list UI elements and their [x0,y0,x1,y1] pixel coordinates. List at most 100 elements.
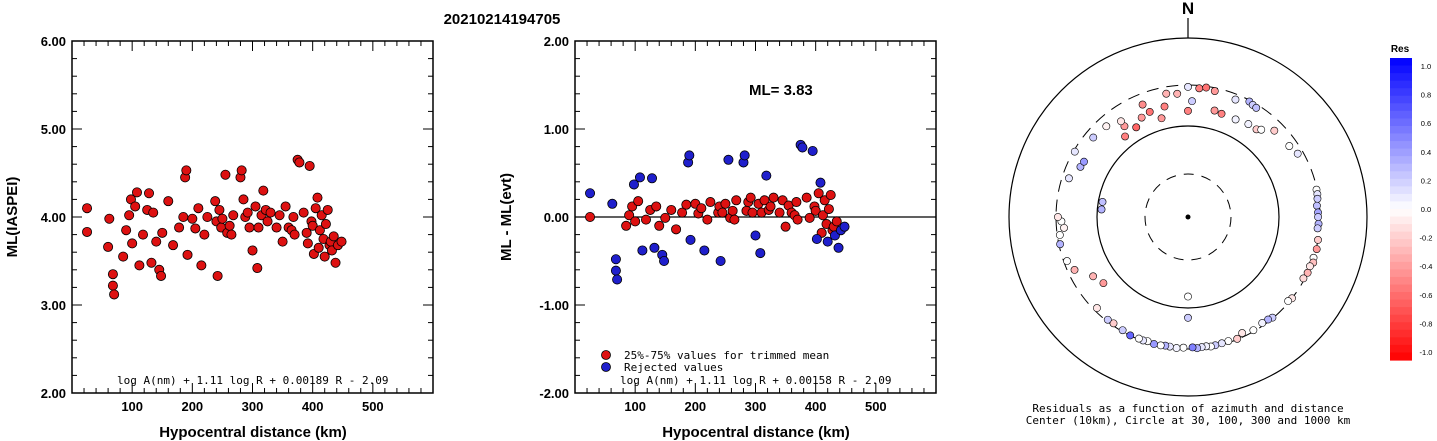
y-tick-label: -2.00 [539,386,569,401]
x-tick-label: 100 [121,399,143,414]
blue-data-point [634,172,645,183]
red-data-point [82,226,93,237]
red-data-point [813,188,824,199]
x-tick-label: 300 [242,399,264,414]
red-data-point [320,219,331,230]
plot1-ylabel: ML(IASPEI) [4,177,21,258]
station-marker [1293,149,1302,158]
red-data-point [702,214,713,225]
red-data-point [187,213,198,224]
red-data-point [262,216,273,227]
red-data-point [677,207,688,218]
colorbar-swatch [1390,73,1412,82]
red-data-point [217,213,228,224]
station-marker [1184,83,1192,91]
red-data-point [280,201,291,212]
station-marker [1270,126,1279,135]
colorbar-swatch [1390,193,1412,203]
red-data-point [199,229,210,240]
station-marker [1060,223,1068,232]
station-marker [1173,89,1182,98]
red-data-point [244,222,255,233]
station-marker [1252,103,1261,112]
colorbar-swatch [1390,261,1412,270]
red-data-point [130,201,141,212]
station-marker [1184,313,1192,322]
red-data-point [242,207,253,218]
station-marker [1097,205,1106,214]
station-marker [1126,331,1135,340]
y-tick-label: 6.00 [41,34,66,49]
red-data-point [104,213,115,224]
blue-data-point [811,233,822,244]
station-marker [1238,329,1247,337]
y-tick-label: -1.00 [539,298,569,313]
red-data-point [118,251,129,262]
colorbar-swatch [1390,284,1412,293]
station-marker [1217,109,1226,118]
y-tick-label: 5.00 [41,122,66,137]
colorbar-swatch [1390,329,1412,338]
blue-data-point [797,142,808,153]
red-data-point [274,210,285,221]
red-data-point [151,236,162,247]
red-data-point [265,207,276,218]
station-marker [1065,174,1073,183]
legend-red-label: 25%-75% values for trimmed mean [624,349,829,362]
red-data-point [640,214,651,225]
red-data-point [289,229,300,240]
red-data-point [336,236,347,247]
red-data-point [817,210,828,221]
red-data-point [319,251,330,262]
station-marker [1224,337,1233,345]
red-data-point [236,165,247,176]
colorbar-swatch [1390,148,1412,157]
station-marker [1284,297,1293,305]
colorbar-swatch [1390,141,1412,150]
red-data-point [313,242,324,253]
red-data-point [624,210,635,221]
red-data-point [82,203,93,214]
station-marker [1195,84,1204,93]
blue-data-point [647,173,658,184]
colorbar-swatch [1390,299,1412,308]
red-data-point [727,205,738,216]
station-marker [1109,319,1118,328]
red-data-point [310,203,321,214]
colorbar-swatch [1390,239,1412,248]
station-marker [1210,106,1219,115]
colorbar-swatch [1390,80,1412,89]
colorbar-title: Res [1391,44,1410,55]
station-marker [1103,315,1112,324]
colorbar-tick-label: -0.6 [1420,291,1433,300]
red-data-point [210,196,221,207]
red-data-point [729,214,740,225]
colorbar-swatch [1390,337,1412,346]
station-marker [1285,142,1294,150]
colorbar-swatch [1390,133,1412,142]
red-data-point [720,198,731,209]
station-marker [1184,292,1192,301]
red-data-point [107,280,118,291]
red-data-point [103,241,114,252]
colorbar-tick-label: 0.4 [1421,148,1431,157]
red-data-point [804,212,815,223]
station-marker [1233,334,1242,343]
red-data-point [322,204,333,215]
station-marker [1121,132,1129,141]
red-data-point [768,192,779,203]
red-data-point [791,197,802,208]
red-data-point [747,207,758,218]
red-data-point [823,204,834,215]
station-marker [1134,334,1143,343]
red-data-point [253,222,264,233]
red-data-point [137,229,148,240]
station-marker [1080,157,1088,166]
red-data-point [745,192,756,203]
colorbar-swatch [1390,292,1412,301]
colorbar-swatch [1390,352,1412,361]
red-data-point [121,225,132,236]
red-data-point [196,260,207,271]
red-data-point [271,222,282,233]
plot2-formula: log A(nm) + 1.11 log R + 0.00158 R - 2.0… [620,374,892,387]
